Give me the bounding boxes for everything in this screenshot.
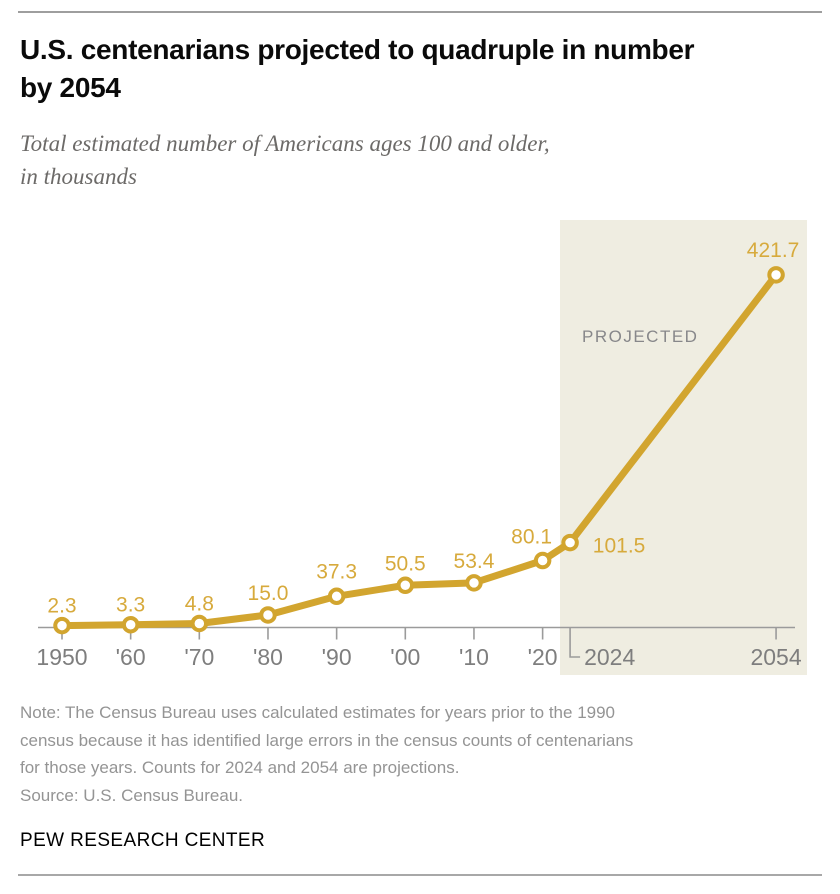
- data-point-label: 3.3: [116, 594, 145, 617]
- chart-subtitle-line-2: in thousands: [20, 164, 137, 189]
- data-point-label: 37.3: [316, 560, 357, 583]
- data-point-label: 4.8: [185, 592, 214, 615]
- data-point: [465, 574, 483, 592]
- note-line-2: census because it has identified large e…: [20, 730, 634, 750]
- chart-title-line-2: by 2054: [20, 72, 121, 103]
- x-tick-label: '70: [184, 644, 214, 670]
- data-point-label: 53.4: [454, 550, 495, 573]
- x-tick-label: 1950: [36, 644, 87, 670]
- data-point: [533, 551, 552, 570]
- x-tick-label: '90: [322, 644, 352, 670]
- data-point-label: 421.7: [747, 239, 800, 262]
- data-point-label: 15.0: [248, 582, 289, 605]
- pew-research-center-logo: PEW RESEARCH CENTER: [20, 830, 266, 851]
- data-line: [58, 271, 780, 630]
- data-point: [561, 533, 579, 552]
- data-point-label: 101.5: [593, 535, 646, 558]
- data-point: [190, 614, 209, 633]
- data-point: [259, 606, 277, 624]
- x-tick-label: 2054: [750, 644, 801, 670]
- elbow-connector: [569, 627, 581, 658]
- data-point: [396, 576, 415, 595]
- chart-subtitle: Total estimated number of Americans ages…: [20, 127, 820, 193]
- chart-notes: Note: The Census Bureau uses calculated …: [20, 699, 820, 809]
- x-tick-label: '80: [253, 644, 283, 670]
- projected-region: [560, 220, 807, 675]
- data-point-label: 80.1: [511, 526, 552, 549]
- x-tick-label: '10: [459, 644, 489, 670]
- chart-title: U.S. centenarians projected to quadruple…: [20, 31, 820, 107]
- data-point: [53, 616, 71, 635]
- projected-label: PROJECTED: [582, 327, 698, 346]
- chart-title-line-1: U.S. centenarians projected to quadruple…: [20, 34, 695, 65]
- data-point: [121, 615, 140, 634]
- x-tick-label: '60: [116, 644, 146, 670]
- top-rule: [18, 11, 822, 13]
- note-line-1: Note: The Census Bureau uses calculated …: [20, 703, 616, 722]
- bottom-rule: [18, 874, 822, 876]
- x-tick-label: '20: [528, 644, 558, 670]
- chart-subtitle-line-1: Total estimated number of Americans ages…: [20, 131, 550, 156]
- data-point-label: 50.5: [385, 552, 426, 575]
- x-tick-label: 2024: [584, 644, 635, 670]
- data-point-label: 2.3: [47, 595, 76, 618]
- note-line-3: for those years. Counts for 2024 and 205…: [20, 758, 460, 777]
- source-line: Source: U.S. Census Bureau.: [20, 785, 244, 805]
- data-point: [767, 266, 785, 284]
- data-point: [327, 587, 346, 606]
- x-tick-label: '00: [390, 644, 420, 670]
